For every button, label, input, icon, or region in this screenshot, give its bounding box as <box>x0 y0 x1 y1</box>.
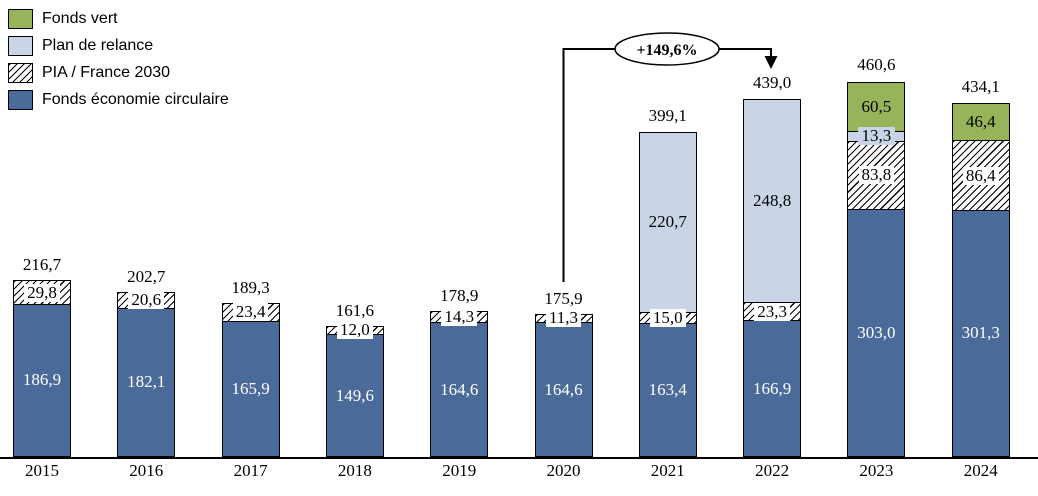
segment-value-pia-2017: 23,4 <box>232 303 269 322</box>
segment-pia-2019: 14,3 <box>430 308 489 327</box>
total-label-2022: 439,0 <box>752 73 792 93</box>
segment-fec-2021: 163,4 <box>638 323 697 457</box>
legend-item-plan-de-relance: Plan de relance <box>8 35 229 56</box>
segment-pia-2023: 83,8 <box>847 140 906 210</box>
segment-value-fec-2022: 166,9 <box>752 378 792 398</box>
total-label-2016: 202,7 <box>127 266 166 286</box>
legend-item-fonds-economie-circulaire: Fonds économie circulaire <box>8 89 229 110</box>
segment-relance-2023: 13,3 <box>847 127 906 146</box>
x-axis-label-2023: 2023 <box>859 461 894 480</box>
bar-2022: 166,9 23,3 248,8 <box>743 99 802 457</box>
segment-pia-2024: 86,4 <box>951 140 1010 211</box>
bar-2021: 163,4 15,0 220,7 <box>638 131 697 457</box>
bar-2019: 164,6 14,3 <box>430 308 489 457</box>
legend-swatch-plan-de-relance <box>8 35 33 56</box>
segment-pia-2022: 23,3 <box>743 302 802 322</box>
bar-2015: 186,9 29,8 <box>13 280 71 457</box>
segment-fec-2016: 182,1 <box>117 307 176 457</box>
bar-2024: 301,3 86,4 46,4 <box>951 103 1010 457</box>
segment-value-relance-2021: 220,7 <box>648 212 687 232</box>
segment-value-pia-2018: 12,0 <box>337 321 373 340</box>
annotation-arrowhead-icon <box>764 56 778 69</box>
segment-pia-2020: 11,3 <box>534 309 593 328</box>
legend-swatch-pia-france-2030 <box>8 62 33 83</box>
total-label-2019: 178,9 <box>440 286 479 306</box>
segment-fec-2020: 164,6 <box>534 322 593 457</box>
x-axis-label-2015: 2015 <box>25 461 59 480</box>
segment-value-fec-2024: 301,3 <box>961 323 1000 343</box>
x-axis-label-2021: 2021 <box>650 461 685 480</box>
legend-item-fonds-vert: Fonds vert <box>8 8 229 29</box>
total-label-2021: 399,1 <box>648 105 687 125</box>
segment-value-fec-2015: 186,9 <box>22 370 62 390</box>
x-axis-label-2022: 2022 <box>755 461 790 480</box>
segment-value-fec-2020: 164,6 <box>544 379 583 399</box>
bar-2020: 164,6 11,3 <box>534 309 593 457</box>
segment-value-fec-2021: 163,4 <box>648 380 687 399</box>
legend: Fonds vert Plan de relance PIA / France … <box>8 8 229 110</box>
legend-label-fonds-vert: Fonds vert <box>42 10 118 27</box>
segment-value-fec-2023: 303,0 <box>857 322 896 342</box>
segment-vert-2024: 46,4 <box>951 103 1010 142</box>
segment-relance-2022: 248,8 <box>743 99 802 304</box>
segment-value-relance-2022: 248,8 <box>752 191 792 211</box>
segment-fec-2019: 164,6 <box>430 322 489 457</box>
legend-label-fonds-economie-circulaire: Fonds économie circulaire <box>42 91 229 108</box>
segment-pia-2015: 29,8 <box>13 280 71 305</box>
segment-value-relance-2023: 13,3 <box>857 127 896 146</box>
segment-fec-2023: 303,0 <box>847 208 906 457</box>
bar-2018: 149,6 12,0 <box>325 321 384 457</box>
total-label-2015: 216,7 <box>22 255 62 275</box>
x-axis-label-2024: 2024 <box>963 461 998 480</box>
segment-value-pia-2015: 29,8 <box>24 283 60 302</box>
segment-pia-2018: 12,0 <box>325 321 384 340</box>
annotation-label: +149,6% <box>636 42 697 59</box>
segment-pia-2017: 23,4 <box>221 302 280 322</box>
segment-value-pia-2020: 11,3 <box>545 309 582 328</box>
segment-value-pia-2016: 20,6 <box>128 291 165 310</box>
segment-fec-2018: 149,6 <box>325 334 384 457</box>
x-axis-label-2019: 2019 <box>442 461 477 480</box>
legend-item-pia-france-2030: PIA / France 2030 <box>8 62 229 83</box>
total-label-2023: 460,6 <box>857 55 896 75</box>
segment-value-fec-2019: 164,6 <box>440 379 479 399</box>
segment-value-vert-2024: 46,4 <box>965 112 996 132</box>
total-label-2020: 175,9 <box>544 288 583 308</box>
segment-value-vert-2023: 60,5 <box>861 97 892 117</box>
segment-fec-2022: 166,9 <box>743 320 802 457</box>
x-axis-label-2018: 2018 <box>337 461 372 480</box>
legend-swatch-fonds-economie-circulaire <box>8 89 33 110</box>
segment-relance-2021: 220,7 <box>638 131 697 313</box>
legend-label-pia-france-2030: PIA / France 2030 <box>42 64 171 81</box>
bar-2023: 303,0 83,8 13,3 60,5 <box>847 82 906 457</box>
segment-value-pia-2022: 23,3 <box>754 302 790 321</box>
bar-2016: 182,1 20,6 <box>117 291 176 457</box>
legend-label-plan-de-relance: Plan de relance <box>42 37 154 54</box>
bar-2017: 165,9 23,4 <box>221 302 280 457</box>
x-axis-label-2016: 2016 <box>129 461 164 480</box>
legend-swatch-fonds-vert <box>8 8 33 29</box>
segment-value-fec-2016: 182,1 <box>127 372 166 392</box>
segment-fec-2024: 301,3 <box>951 209 1010 457</box>
x-axis-label-2020: 2020 <box>546 461 581 480</box>
segment-pia-2016: 20,6 <box>117 291 176 310</box>
total-label-2024: 434,1 <box>961 77 1000 97</box>
segment-value-pia-2023: 83,8 <box>858 166 895 185</box>
segment-value-pia-2021: 15,0 <box>649 308 686 327</box>
segment-value-pia-2019: 14,3 <box>441 308 478 327</box>
x-axis-line <box>0 457 1038 459</box>
segment-value-pia-2024: 86,4 <box>962 166 999 185</box>
segment-pia-2021: 15,0 <box>638 308 697 327</box>
segment-value-fec-2018: 149,6 <box>335 385 375 405</box>
segment-fec-2017: 165,9 <box>221 320 280 457</box>
segment-value-fec-2017: 165,9 <box>231 378 270 398</box>
total-label-2017: 189,3 <box>231 277 270 297</box>
segment-vert-2023: 60,5 <box>847 82 906 132</box>
annotation-ellipse <box>614 32 720 66</box>
segment-fec-2015: 186,9 <box>13 303 71 457</box>
total-label-2018: 161,6 <box>335 300 375 320</box>
x-axis-label-2017: 2017 <box>233 461 268 480</box>
